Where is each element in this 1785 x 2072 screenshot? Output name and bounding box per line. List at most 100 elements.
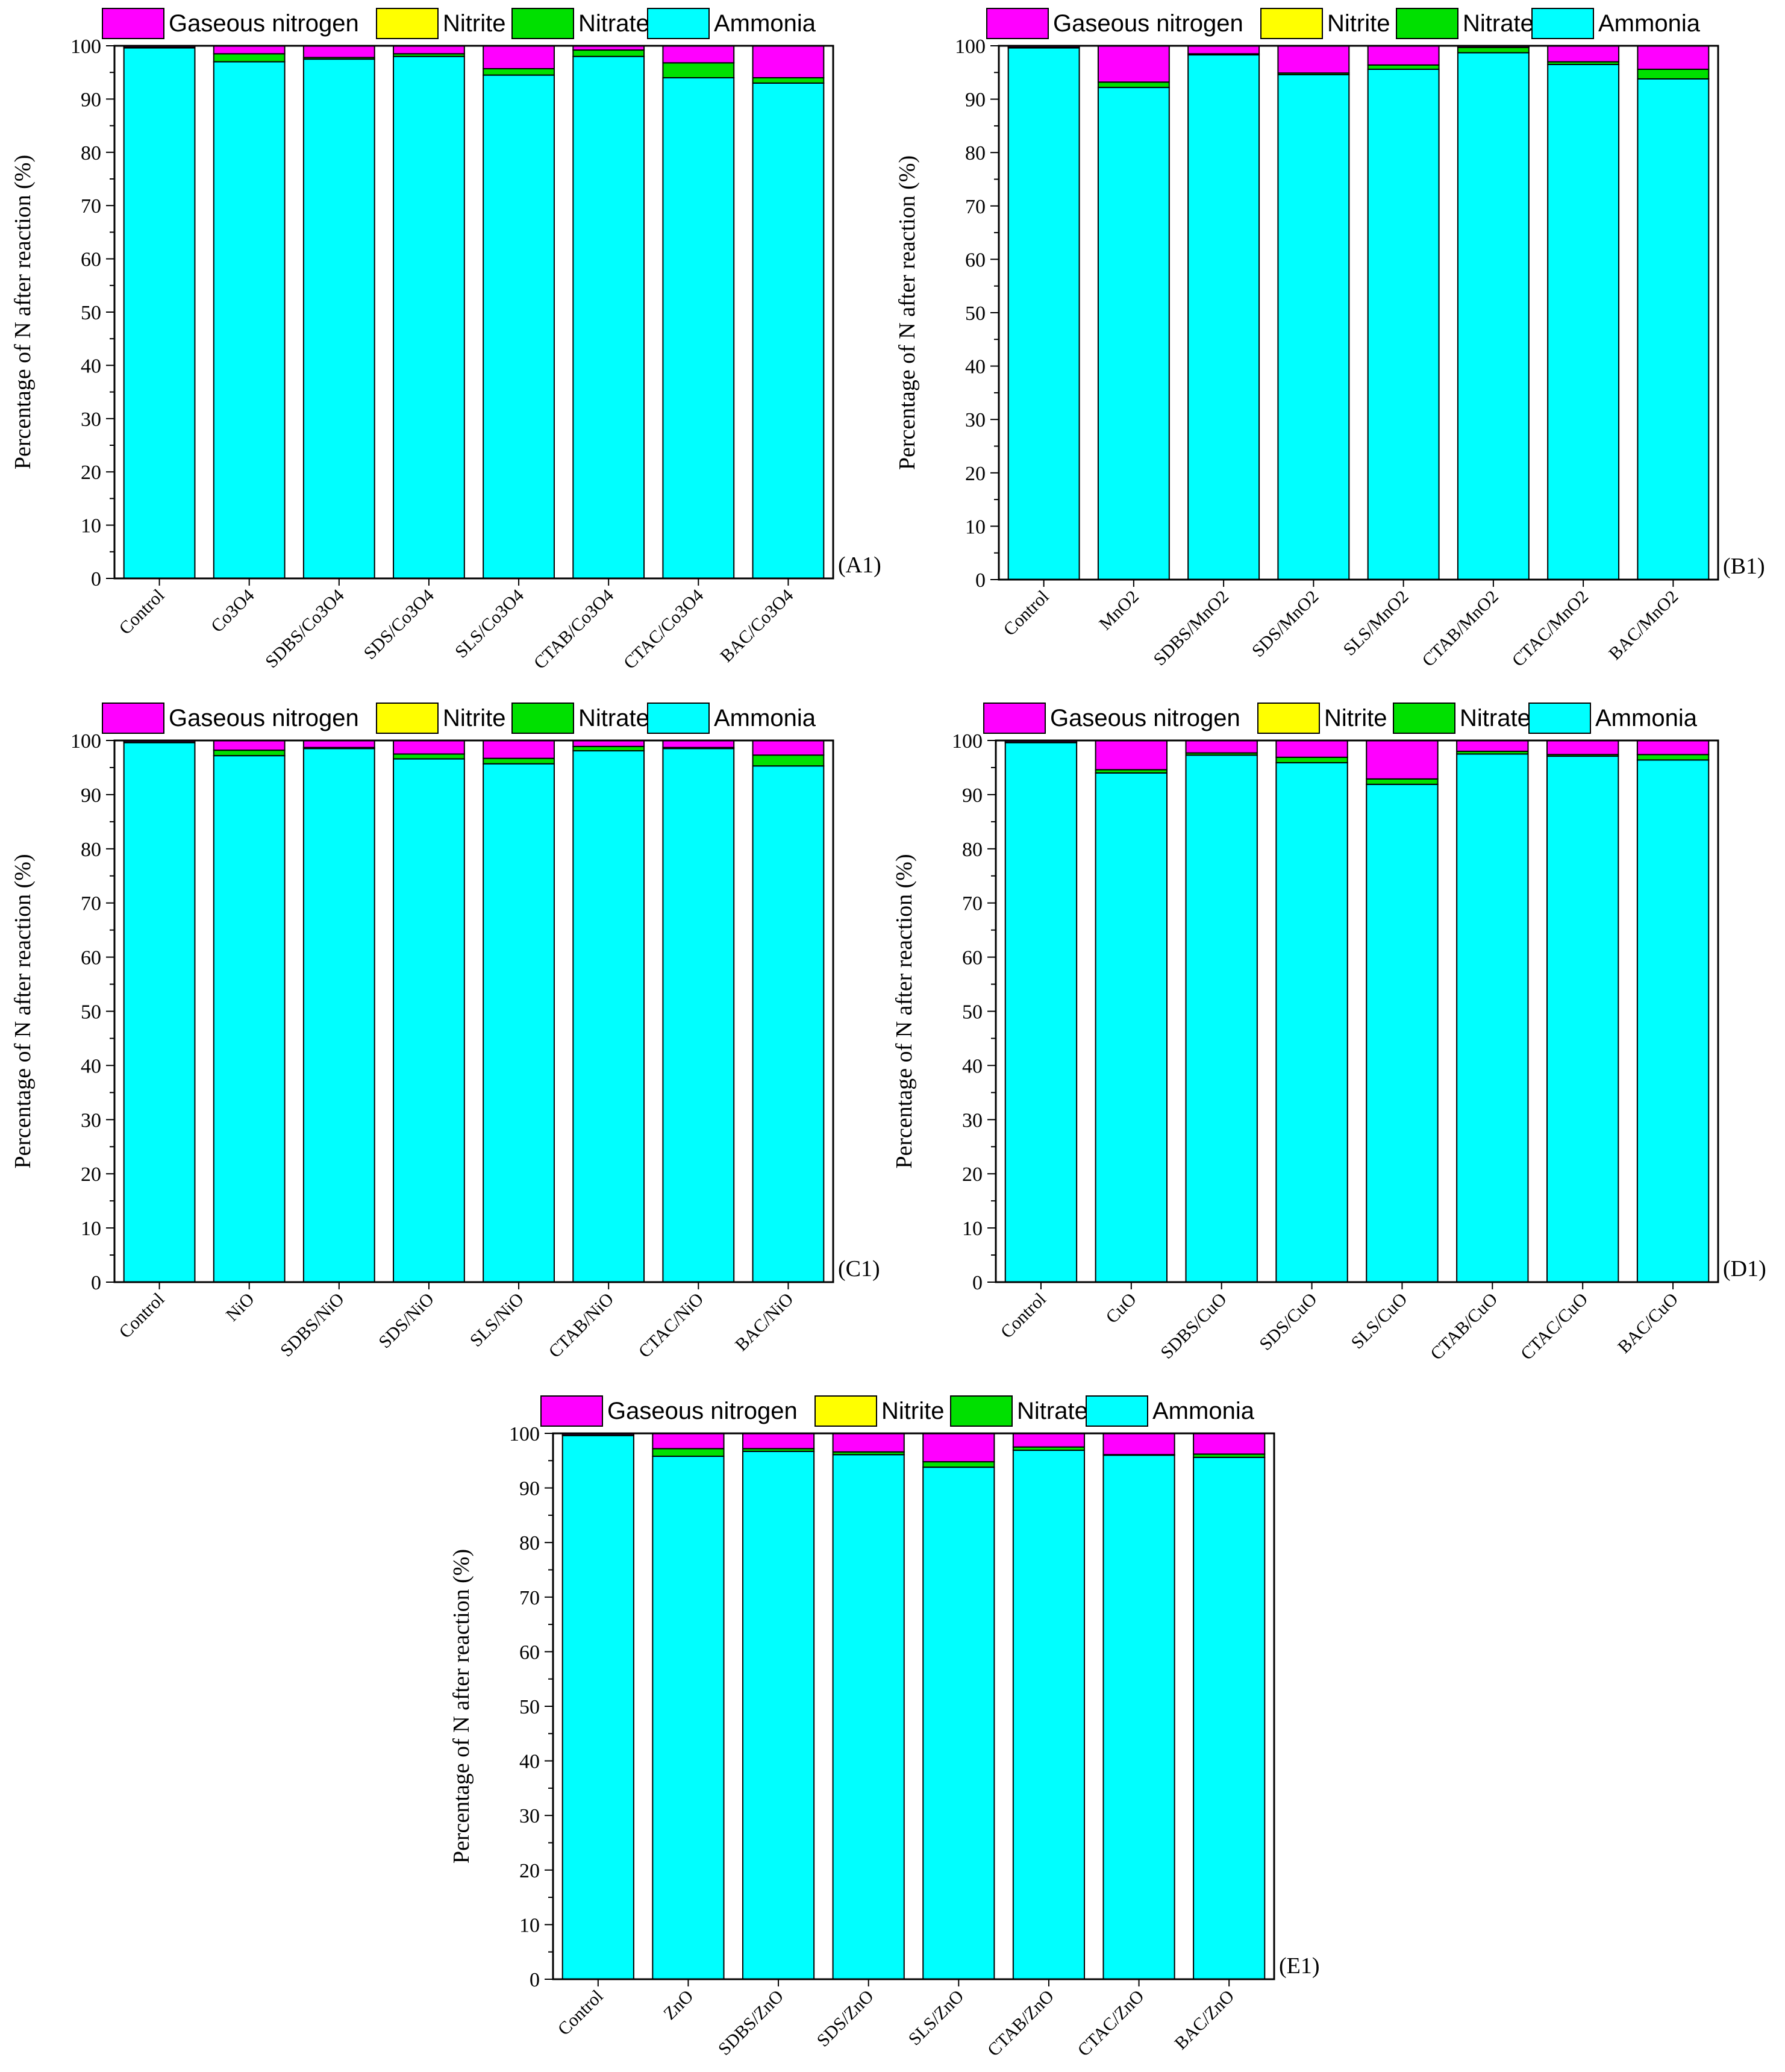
y-tick-label: 90: [962, 784, 983, 807]
bar-segment-gaseous-nitrogen-1: [1095, 740, 1168, 771]
chart-panel-4: Gaseous nitrogen Nitrite Nitrate Ammonia Con…: [892, 703, 1766, 1364]
legend-swatch-ammonia: [1531, 8, 1594, 39]
bar-segment-gaseous-nitrogen-6: [1546, 740, 1619, 756]
bar-segment-ammonia-3: [393, 758, 465, 1283]
bar-segment-nitrate-4: [922, 1461, 995, 1468]
legend-swatch-ammonia: [647, 8, 710, 39]
legend-label-nitrite: Nitrite: [443, 10, 505, 37]
legend-swatch-gaseous: [540, 1395, 603, 1427]
bar-segment-ammonia-0: [1004, 742, 1078, 1283]
y-axis-title: Percentage of N after reaction (%): [10, 854, 36, 1168]
y-tick-label: 70: [81, 893, 101, 915]
bar-segment-gaseous-nitrogen-3: [393, 45, 465, 55]
y-tick-label: 90: [519, 1478, 540, 1500]
y-tick-label: 0: [975, 569, 986, 592]
bar-segment-gaseous-nitrogen-2: [1185, 740, 1258, 754]
bar-segment-ammonia-2: [1185, 754, 1258, 1283]
legend-label-nitrite: Nitrite: [1324, 705, 1387, 731]
bar-segment-ammonia-5: [1012, 1450, 1086, 1980]
chart-panel-5: Gaseous nitrogen Nitrite Nitrate Ammonia Con…: [449, 1395, 1320, 2061]
bar-segment-nitrate-4: [483, 68, 555, 76]
y-axis-title: Percentage of N after reaction (%): [449, 1549, 474, 1864]
y-tick-label: 30: [965, 409, 986, 431]
y-tick-label: 0: [91, 1272, 101, 1294]
bar-segment-nitrate-1: [213, 750, 286, 757]
y-tick-label: 30: [81, 408, 101, 431]
bar-segment-ammonia-2: [742, 1450, 815, 1980]
bar-segment-gaseous-nitrogen-7: [752, 740, 825, 756]
y-tick-label: 20: [519, 1860, 540, 1882]
category-label-0: Control: [554, 1986, 607, 2039]
bar-segment-gaseous-nitrogen-6: [1102, 1433, 1175, 1456]
y-tick-label: 80: [81, 142, 101, 164]
legend-swatch-ammonia: [1086, 1395, 1148, 1427]
legend-label-nitrate: Nitrate: [578, 10, 649, 37]
legend-label-gaseous: Gaseous nitrogen: [1053, 10, 1243, 37]
y-tick-label: 40: [519, 1751, 540, 1773]
bar-segment-ammonia-7: [1637, 78, 1710, 580]
y-tick-label: 0: [91, 568, 101, 590]
bar-segment-gaseous-nitrogen-5: [1012, 1433, 1086, 1448]
bar-segment-gaseous-nitrogen-2: [302, 740, 375, 748]
bar-segment-ammonia-5: [1456, 753, 1529, 1283]
category-label-0: Control: [115, 586, 168, 639]
bar-segment-nitrate-1: [213, 53, 286, 63]
bar-segment-nitrate-3: [1275, 756, 1348, 763]
legend-label-ammonia: Ammonia: [714, 705, 816, 731]
bar-segment-gaseous-nitrogen-6: [1547, 45, 1620, 63]
bar-segment-nitrate-6: [662, 62, 735, 79]
bar-segment-gaseous-nitrogen-4: [483, 740, 555, 759]
category-label-1: MnO2: [1095, 587, 1143, 634]
bar-segment-ammonia-0: [561, 1435, 634, 1980]
bar-segment-gaseous-nitrogen-1: [213, 45, 286, 55]
bar-segment-nitrate-7: [1636, 754, 1710, 761]
legend-label-ammonia: Ammonia: [1595, 705, 1698, 731]
legend-swatch-gaseous: [102, 8, 164, 39]
bar-segment-ammonia-7: [752, 82, 825, 579]
y-tick-label: 40: [962, 1055, 983, 1077]
y-tick-label: 70: [965, 196, 986, 218]
bar-segment-ammonia-0: [123, 742, 196, 1283]
legend-swatch-ammonia: [1528, 703, 1591, 734]
bar-segment-gaseous-nitrogen-1: [213, 740, 286, 751]
y-axis-title: Percentage of N after reaction (%): [892, 854, 917, 1168]
category-label-1: NiO: [222, 1289, 258, 1326]
y-tick-label: 100: [70, 730, 101, 753]
bar-segment-nitrate-5: [572, 745, 645, 752]
y-tick-label: 20: [962, 1163, 983, 1186]
category-label-0: Control: [997, 1289, 1050, 1342]
legend-label-nitrite: Nitrite: [1327, 10, 1390, 37]
y-tick-label: 60: [962, 947, 983, 969]
legend-swatch-nitrite: [1260, 8, 1323, 39]
y-tick-label: 80: [81, 839, 101, 861]
bar-segment-ammonia-3: [832, 1454, 905, 1980]
category-label-4: SLS/MnO2: [1339, 587, 1412, 660]
category-label-5: CTAB/CuO: [1427, 1289, 1501, 1364]
category-label-6: CTAC/CuO: [1517, 1289, 1592, 1364]
bar-segment-gaseous-nitrogen-5: [1456, 740, 1529, 752]
bar-segment-ammonia-5: [572, 750, 645, 1283]
y-tick-label: 10: [81, 1218, 101, 1240]
legend-label-nitrate: Nitrate: [578, 705, 649, 731]
bar-segment-nitrate-3: [393, 753, 465, 760]
category-label-2: SDBS/ZnO: [714, 1986, 787, 2059]
bar-segment-nitrate-4: [483, 757, 555, 765]
category-label-5: CTAB/Co3O4: [530, 586, 617, 673]
y-tick-label: 60: [519, 1641, 540, 1664]
y-tick-label: 80: [965, 142, 986, 164]
y-tick-label: 100: [955, 36, 986, 58]
bar-segment-gaseous-nitrogen-4: [922, 1433, 995, 1463]
bar-segment-ammonia-6: [662, 77, 735, 580]
category-label-6: CTAC/NiO: [635, 1289, 708, 1362]
bar-segment-ammonia-7: [1193, 1456, 1266, 1980]
legend-swatch-ammonia: [647, 703, 710, 734]
bar-segment-ammonia-0: [123, 47, 196, 579]
y-tick-label: 100: [509, 1423, 540, 1445]
category-label-7: BAC/Co3O4: [716, 586, 797, 666]
bar-segment-nitrate-5: [1457, 46, 1530, 54]
category-label-3: SDS/MnO2: [1248, 587, 1323, 662]
panel-label: (A1): [838, 552, 881, 578]
bar-segment-gaseous-nitrogen-2: [742, 1433, 815, 1450]
bar-segment-ammonia-4: [1367, 68, 1440, 580]
y-tick-label: 20: [81, 462, 101, 484]
